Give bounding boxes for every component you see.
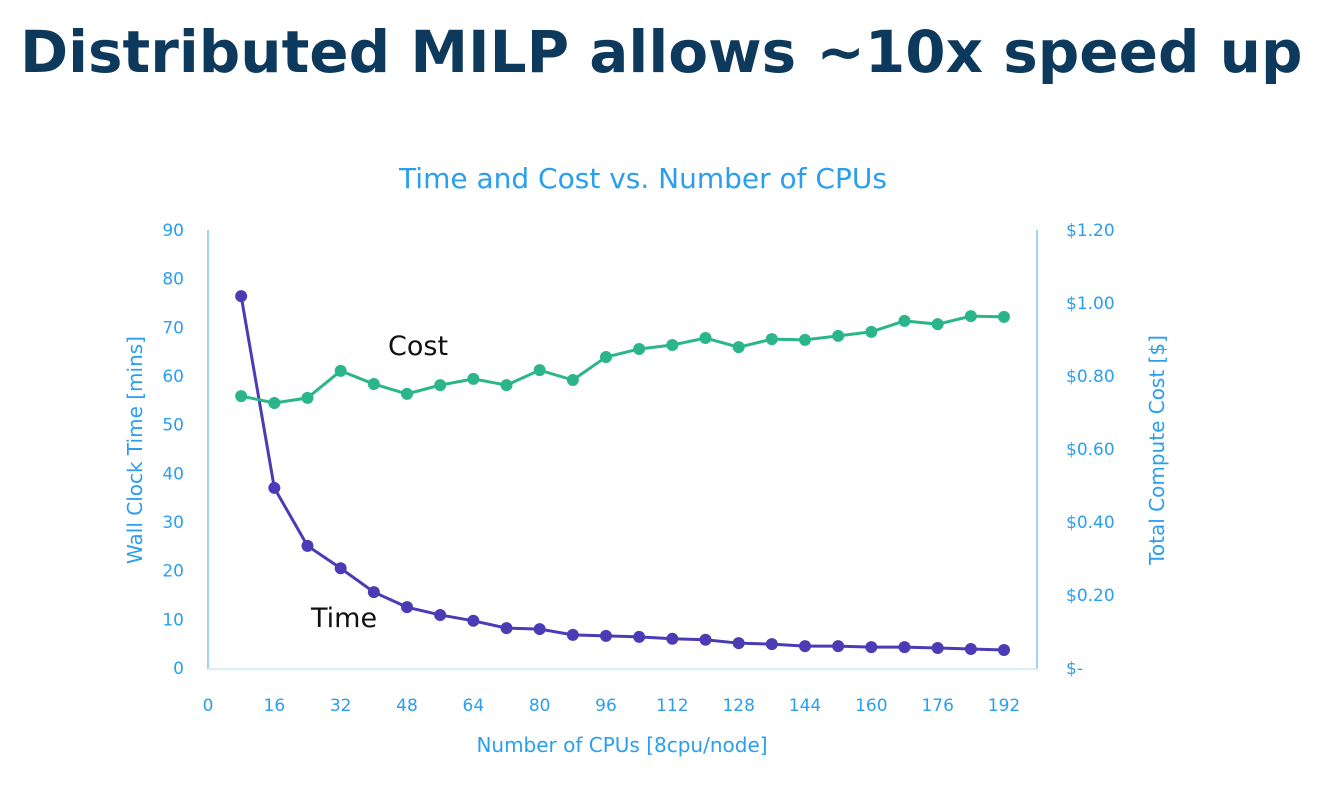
x-tick-label: 32 — [330, 696, 352, 716]
data-point-cost — [765, 333, 778, 346]
data-point-time — [600, 629, 612, 642]
data-point-cost — [566, 374, 579, 387]
data-point-cost — [699, 332, 712, 345]
data-point-cost — [931, 318, 944, 331]
data-point-time — [467, 614, 480, 627]
series-line-time — [239, 295, 1005, 652]
x-tick-label: 112 — [656, 696, 688, 716]
data-point-time — [799, 640, 811, 653]
x-tick-label: 48 — [396, 696, 418, 716]
data-point-time — [500, 622, 513, 635]
x-axis-label: Number of CPUs [8cpu/node] — [476, 733, 767, 757]
data-point-time — [964, 643, 977, 656]
data-point-cost — [301, 391, 314, 404]
x-tick-label: 80 — [529, 696, 551, 716]
y-tick-label: 40 — [162, 464, 184, 484]
x-tick-label: 96 — [595, 696, 617, 716]
data-point-cost — [964, 310, 977, 323]
y2-tick-label: $1.20 — [1066, 221, 1115, 241]
x-tick-label: 128 — [722, 696, 754, 716]
data-point-cost — [898, 314, 911, 327]
data-point-time — [699, 633, 712, 646]
y-tick-label: 20 — [162, 562, 184, 582]
chart-title: Time and Cost vs. Number of CPUs — [398, 162, 887, 195]
data-point-time — [434, 608, 447, 621]
y-tick-label: 30 — [162, 513, 184, 533]
data-point-cost — [334, 364, 347, 377]
data-point-cost — [865, 325, 878, 338]
y2-tick-label: $- — [1066, 659, 1083, 679]
data-point-time — [898, 641, 911, 654]
x-tick-label: 64 — [463, 696, 485, 716]
y-tick-label: 80 — [162, 270, 184, 290]
x-tick-label: 160 — [855, 696, 887, 716]
data-point-cost — [600, 351, 612, 364]
data-point-cost — [367, 378, 380, 391]
data-point-time — [865, 641, 878, 654]
y2-axis-label: Total Compute Cost [$] — [1145, 335, 1169, 566]
y2-tick-label: $1.00 — [1066, 294, 1115, 314]
data-point-cost — [500, 379, 513, 392]
data-point-time — [334, 562, 347, 575]
y2-tick-label: $0.40 — [1066, 513, 1115, 533]
data-point-cost — [533, 364, 546, 377]
data-point-time — [666, 632, 679, 645]
data-point-cost — [268, 397, 281, 410]
y2-tick-label: $0.80 — [1066, 367, 1115, 387]
x-tick-label: 192 — [988, 696, 1020, 716]
slide-title: Distributed MILP allows ~10x speed up — [20, 18, 1303, 86]
y-axis-label: Wall Clock Time [mins] — [123, 336, 147, 564]
x-tick-label: 0 — [203, 696, 214, 716]
data-point-cost — [401, 387, 413, 400]
data-point-cost — [467, 372, 480, 385]
data-point-time — [401, 601, 413, 614]
data-point-time — [301, 539, 314, 552]
x-tick-label: 16 — [264, 696, 286, 716]
data-point-cost — [633, 342, 646, 355]
y-tick-label: 70 — [162, 318, 184, 338]
data-point-cost — [832, 329, 845, 342]
x-tick-label: 176 — [921, 696, 953, 716]
data-point-time — [931, 642, 944, 655]
data-point-cost — [666, 338, 679, 351]
x-tick-label: 144 — [789, 696, 821, 716]
data-point-time — [998, 643, 1010, 656]
y2-tick-label: $0.20 — [1066, 586, 1115, 606]
series-label-cost: Cost — [388, 331, 448, 362]
data-point-cost — [235, 390, 248, 403]
data-point-cost — [799, 333, 811, 346]
data-point-time — [235, 290, 248, 303]
y-tick-label: 60 — [162, 367, 184, 387]
data-point-cost — [732, 341, 745, 354]
y-tick-label: 50 — [162, 416, 184, 436]
data-point-time — [367, 586, 380, 599]
data-point-time — [533, 623, 546, 636]
y-tick-label: 0 — [173, 659, 184, 679]
y2-tick-label: $0.60 — [1066, 440, 1115, 460]
data-point-time — [566, 628, 579, 641]
series-label-time: Time — [310, 603, 377, 634]
data-point-time — [732, 637, 745, 650]
data-point-time — [268, 481, 281, 494]
data-point-cost — [434, 379, 447, 392]
data-point-cost — [998, 310, 1010, 323]
data-point-time — [765, 638, 778, 651]
data-point-time — [832, 640, 845, 653]
data-point-time — [633, 630, 646, 643]
y-tick-label: 10 — [162, 610, 184, 630]
series-line-cost — [240, 314, 1005, 405]
y-tick-label: 90 — [162, 221, 184, 241]
